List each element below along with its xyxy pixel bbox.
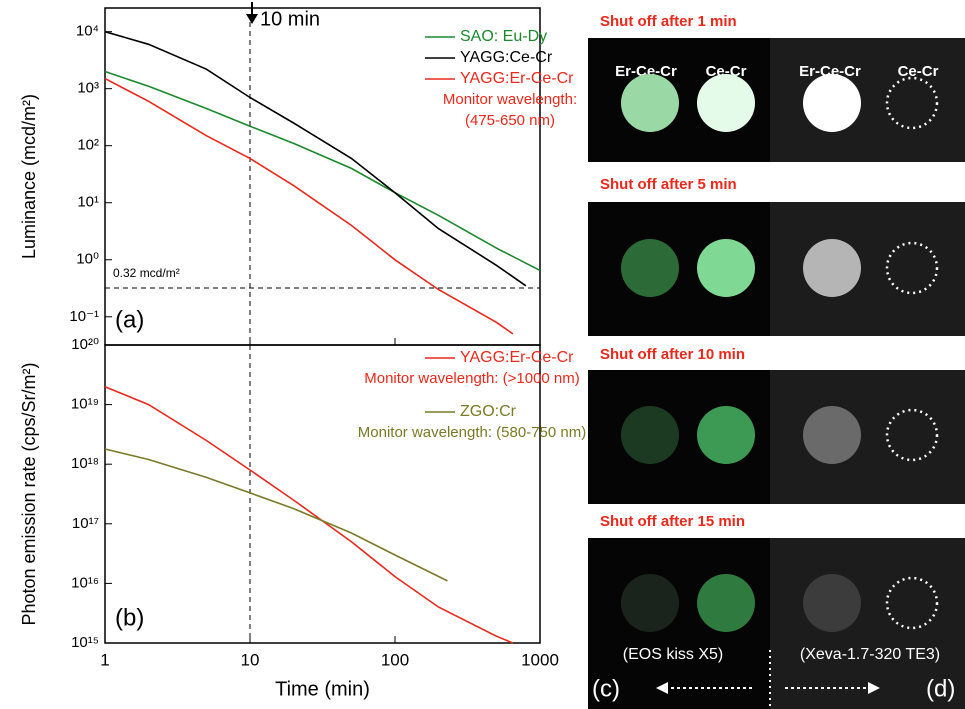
photo-spot (697, 574, 755, 632)
photo-bg (770, 370, 965, 504)
annotation: 10 min (260, 8, 320, 30)
y-tick-label: 10²⁰ (71, 336, 99, 353)
arrow-head (868, 682, 880, 694)
y-tick-label: 10¹⁸ (71, 455, 99, 472)
legend-note: Monitor wavelength: (580-750 nm) (358, 424, 586, 441)
y-tick-label: 10⁻¹ (69, 308, 99, 325)
x-tick-label: 1000 (521, 650, 559, 669)
panel-label: (a) (115, 306, 144, 333)
column-label: Ce-Cr (706, 63, 747, 80)
data-line (104, 70, 541, 272)
y-axis-label: Photon emission rate (cps/Sr/m²) (19, 362, 39, 625)
legend-note: (475-650 nm) (465, 112, 555, 129)
dotted-outline (885, 576, 939, 630)
photo-spot (621, 406, 679, 464)
column-label: Ce-Cr (898, 63, 939, 80)
dotted-outline (885, 76, 939, 130)
column-label: Er-Ce-Cr (799, 63, 861, 80)
legend-note: Monitor wavelength: (443, 91, 577, 108)
y-tick-label: 10⁰ (76, 251, 99, 268)
panel-label: (d) (926, 675, 955, 702)
plot-frame (104, 344, 541, 644)
panel-label: (c) (592, 675, 620, 702)
photo-spot (621, 74, 679, 132)
arrow-head (656, 682, 668, 694)
photo-bg (770, 538, 965, 709)
y-tick-label: 10³ (77, 80, 99, 97)
photo-bg (770, 38, 965, 162)
y-tick-label: 10¹⁹ (71, 396, 99, 413)
legend-label: YAGG:Ce-Cr (460, 49, 553, 66)
y-tick-label: 10² (77, 137, 99, 154)
photo-spot (697, 74, 755, 132)
legend-label: SAO: Eu-Dy (460, 28, 547, 45)
photo-caption: Shut off after 15 min (600, 513, 745, 530)
data-line (104, 77, 514, 335)
photo-spot (803, 239, 861, 297)
column-label: Er-Ce-Cr (615, 63, 677, 80)
photo-spot (697, 239, 755, 297)
x-tick-label: 100 (381, 650, 409, 669)
x-tick-label: 1 (100, 650, 109, 669)
camera-label: (Xeva-1.7-320 TE3) (800, 646, 940, 663)
photo-bg (770, 202, 965, 336)
y-tick-label: 10¹ (77, 194, 99, 211)
dotted-outline (885, 408, 939, 462)
photo-spot (697, 406, 755, 464)
photo-caption: Shut off after 10 min (600, 346, 745, 363)
x-axis-label: Time (min) (275, 678, 370, 700)
photo-spot (803, 574, 861, 632)
photo-caption: Shut off after 1 min (600, 13, 737, 30)
y-tick-label: 10¹⁶ (71, 574, 99, 591)
x-tick-label: 10 (241, 650, 260, 669)
legend-label: YAGG:Er-Ce-Cr (460, 70, 574, 87)
data-line (104, 30, 527, 287)
photo-spot (621, 574, 679, 632)
data-line (104, 448, 448, 582)
y-tick-label: 10¹⁵ (71, 634, 99, 651)
annotation: 0.32 mcd/m² (113, 266, 180, 280)
photo-spot (803, 406, 861, 464)
legend-note: Monitor wavelength: (>1000 nm) (364, 370, 580, 387)
legend-label: YAGG:Er-Ce-Cr (460, 349, 574, 366)
photo-spot (803, 74, 861, 132)
camera-label: (EOS kiss X5) (623, 646, 723, 663)
y-axis-label: Luminance (mcd/m²) (19, 94, 39, 259)
photo-caption: Shut off after 5 min (600, 176, 737, 193)
photo-spots (621, 74, 939, 632)
photo-spot (621, 239, 679, 297)
dotted-outline (885, 241, 939, 295)
legend-label: ZGO:Cr (460, 403, 517, 420)
panel-label: (b) (115, 604, 144, 631)
arrow-head (246, 14, 258, 24)
y-tick-label: 10⁴ (76, 23, 99, 40)
y-tick-label: 10¹⁷ (72, 515, 99, 532)
